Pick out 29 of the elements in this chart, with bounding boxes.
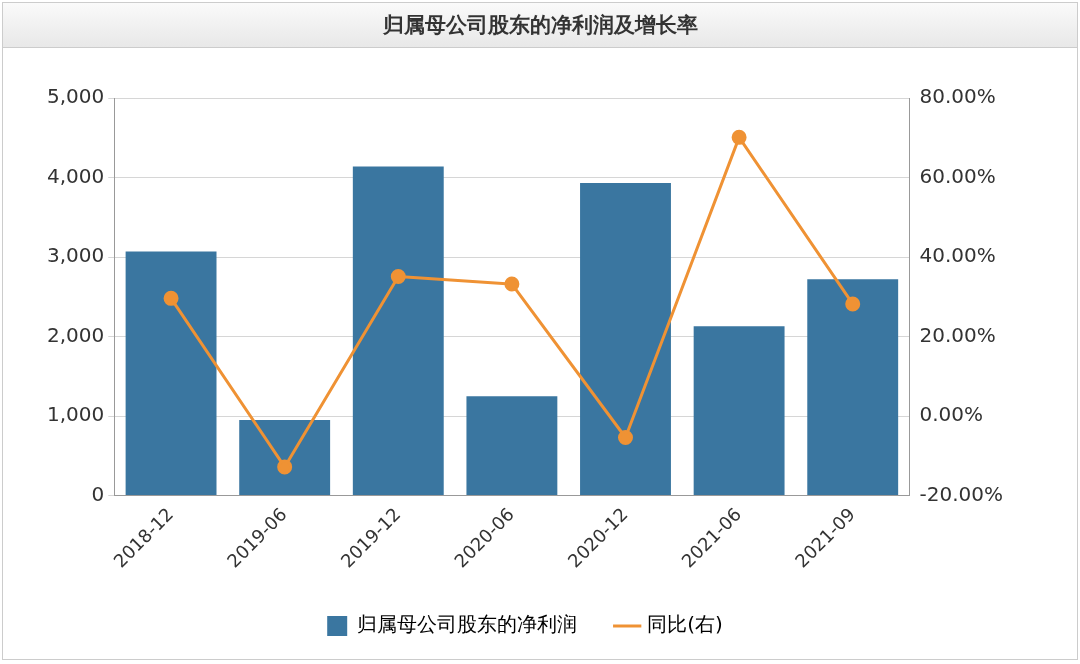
legend-label: 归属母公司股东的净利润 <box>357 612 578 637</box>
y2-tick-label: -20.00% <box>919 481 1004 506</box>
point <box>618 430 633 446</box>
y-tick-label: 5,000 <box>46 84 105 109</box>
bar <box>239 420 331 496</box>
legend-label: 同比(右) <box>647 612 723 637</box>
y2-tick-label: 40.00% <box>919 243 996 268</box>
y2-tick-label: 80.00% <box>919 84 996 109</box>
y-tick-label: 2,000 <box>46 322 105 347</box>
y-tick-label: 4,000 <box>46 163 105 188</box>
point <box>731 129 747 145</box>
y2-tick-label: 20.00% <box>919 322 996 347</box>
bar <box>580 183 671 496</box>
y2-tick-label: 0.00% <box>919 402 984 427</box>
point <box>163 290 179 306</box>
bar <box>466 396 558 496</box>
point <box>845 296 861 312</box>
bar <box>807 279 899 496</box>
y-tick-label: 3,000 <box>46 243 105 268</box>
point <box>390 269 406 284</box>
y-tick-label: 1,000 <box>46 402 105 427</box>
bar <box>352 166 444 496</box>
point <box>504 276 520 292</box>
y-tick-label: 0 <box>91 481 105 506</box>
chart-title: 归属母公司股东的净利润及增长率 <box>3 3 1077 48</box>
point <box>277 459 293 475</box>
y2-tick-label: 60.00% <box>919 163 996 188</box>
bar <box>693 326 785 496</box>
bar <box>125 251 217 496</box>
